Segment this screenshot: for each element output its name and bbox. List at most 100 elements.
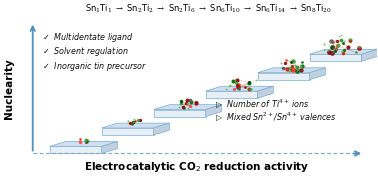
Point <box>127 122 133 125</box>
Polygon shape <box>361 49 377 61</box>
Point <box>334 44 340 47</box>
Text: $\triangleright$  Mixed Sn$^{2+}$/Sn$^{4+}$ valences: $\triangleright$ Mixed Sn$^{2+}$/Sn$^{4+… <box>215 111 337 124</box>
Point <box>333 48 339 51</box>
Point <box>180 105 186 108</box>
Point <box>231 88 237 91</box>
Polygon shape <box>257 73 310 80</box>
Point <box>328 39 334 42</box>
Point <box>247 88 253 91</box>
Point <box>223 88 229 91</box>
Text: $\triangleright$  Number of Ti$^{4+}$ ions: $\triangleright$ Number of Ti$^{4+}$ ion… <box>215 98 310 111</box>
Point <box>187 98 193 101</box>
Point <box>235 86 242 89</box>
Point <box>242 86 248 89</box>
Point <box>137 119 143 122</box>
Point <box>82 138 88 141</box>
Point <box>356 45 362 48</box>
Point <box>289 64 295 67</box>
Point <box>298 66 304 69</box>
Point <box>326 51 332 54</box>
Point <box>176 105 182 108</box>
Point <box>282 61 288 64</box>
Point <box>130 121 136 123</box>
Polygon shape <box>310 68 325 80</box>
Point <box>338 34 344 37</box>
Text: Electrocatalytic CO$_2$ reduction activity: Electrocatalytic CO$_2$ reduction activi… <box>84 160 309 174</box>
Point <box>248 88 254 91</box>
Point <box>135 119 141 121</box>
Polygon shape <box>50 142 118 147</box>
Point <box>347 39 353 41</box>
Point <box>339 49 345 52</box>
Point <box>301 65 307 68</box>
Point <box>291 68 297 71</box>
Text: Sn$_1$Ti$_1$ $\rightarrow$ Sn$_2$Ti$_2$ $\rightarrow$ Sn$_2$Ti$_6$ $\rightarrow$: Sn$_1$Ti$_1$ $\rightarrow$ Sn$_2$Ti$_2$ … <box>85 2 331 15</box>
Point <box>194 100 200 103</box>
Point <box>278 61 284 64</box>
Point <box>294 69 300 72</box>
Point <box>290 68 296 71</box>
Point <box>131 118 137 120</box>
Point <box>183 101 189 104</box>
Polygon shape <box>50 147 102 153</box>
Point <box>353 51 359 54</box>
Point <box>77 138 83 141</box>
Point <box>244 84 250 87</box>
Point <box>226 85 232 88</box>
Point <box>294 70 300 72</box>
Polygon shape <box>102 142 118 153</box>
Point <box>328 46 335 49</box>
Point <box>335 44 341 47</box>
Polygon shape <box>153 105 222 110</box>
Point <box>290 60 296 63</box>
Point <box>188 101 194 104</box>
Point <box>178 102 184 105</box>
Point <box>234 78 240 81</box>
Point <box>338 38 344 41</box>
Point <box>293 65 299 68</box>
Point <box>333 48 339 51</box>
Point <box>184 99 190 102</box>
Polygon shape <box>153 123 169 135</box>
Point <box>231 79 237 82</box>
Point <box>184 101 190 104</box>
Point <box>347 40 353 43</box>
Point <box>330 41 336 44</box>
Point <box>284 67 290 70</box>
Point <box>185 101 191 104</box>
Point <box>187 105 193 107</box>
Point <box>298 65 304 68</box>
Point <box>85 139 91 142</box>
Polygon shape <box>102 123 169 128</box>
Point <box>336 34 342 37</box>
Point <box>356 46 362 49</box>
Point <box>325 48 332 51</box>
Point <box>130 121 136 124</box>
Point <box>334 39 340 42</box>
Polygon shape <box>310 54 361 61</box>
Point <box>284 59 290 62</box>
Point <box>246 88 252 91</box>
Point <box>246 81 252 84</box>
Point <box>234 84 240 87</box>
Point <box>291 61 297 64</box>
Text: Nuclearity: Nuclearity <box>4 58 14 119</box>
Point <box>181 106 187 109</box>
Point <box>287 70 293 73</box>
Point <box>132 120 138 122</box>
Polygon shape <box>206 91 257 98</box>
Point <box>292 63 298 66</box>
Point <box>83 140 89 143</box>
Polygon shape <box>153 110 206 117</box>
Point <box>177 103 183 106</box>
Polygon shape <box>206 86 273 91</box>
Point <box>298 68 304 71</box>
Point <box>84 139 90 142</box>
Point <box>341 39 347 42</box>
Point <box>340 51 346 54</box>
Polygon shape <box>257 68 325 73</box>
Point <box>83 139 89 142</box>
Point <box>227 84 233 86</box>
Point <box>235 87 242 90</box>
Point <box>125 119 131 122</box>
